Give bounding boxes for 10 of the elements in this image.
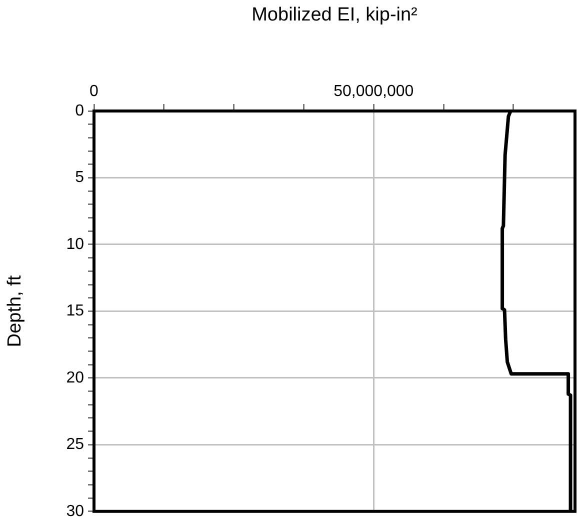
y-tick-label: 0 <box>75 102 84 120</box>
y-tick-label: 5 <box>75 169 84 186</box>
y-axis-title: Depth, ft <box>4 274 26 348</box>
y-tick-label: 15 <box>66 302 84 320</box>
y-tick-label: 25 <box>66 436 84 454</box>
x-tick-label: 50,000,000 <box>334 82 414 100</box>
y-tick-label: 10 <box>66 236 84 253</box>
x-axis-title: Mobilized EI, kip-in² <box>252 4 418 26</box>
y-tick-label: 20 <box>66 369 84 386</box>
y-tick-label: 30 <box>66 502 84 520</box>
